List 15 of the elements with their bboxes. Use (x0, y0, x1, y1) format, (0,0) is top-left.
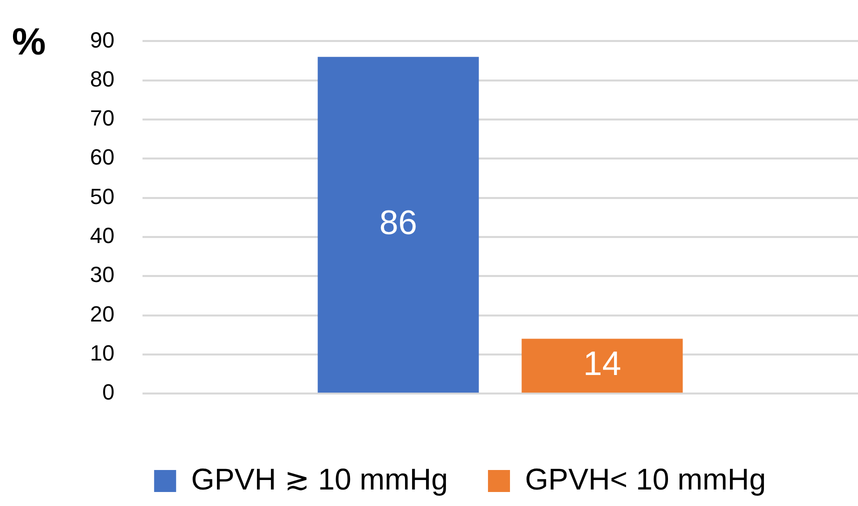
data-label: 14 (583, 345, 622, 384)
y-tick-label: 30 (90, 262, 114, 288)
legend-label: GPVH ≳ 10 mmHg (191, 463, 448, 496)
y-tick-label: 90 (90, 27, 114, 52)
y-tick-label: 0 (102, 380, 114, 405)
y-tick-label: 80 (90, 66, 114, 92)
legend-label: GPVH< 10 mmHg (524, 463, 766, 496)
y-tick-label: 10 (90, 340, 114, 366)
y-tick-label: 70 (90, 106, 114, 131)
y-tick-label: 60 (90, 144, 114, 170)
data-label: 86 (379, 204, 418, 242)
y-tick-label: 40 (90, 223, 114, 248)
y-tick-label: 50 (90, 184, 114, 209)
y-axis-title: % (12, 21, 46, 64)
y-tick-label: 20 (90, 301, 114, 326)
